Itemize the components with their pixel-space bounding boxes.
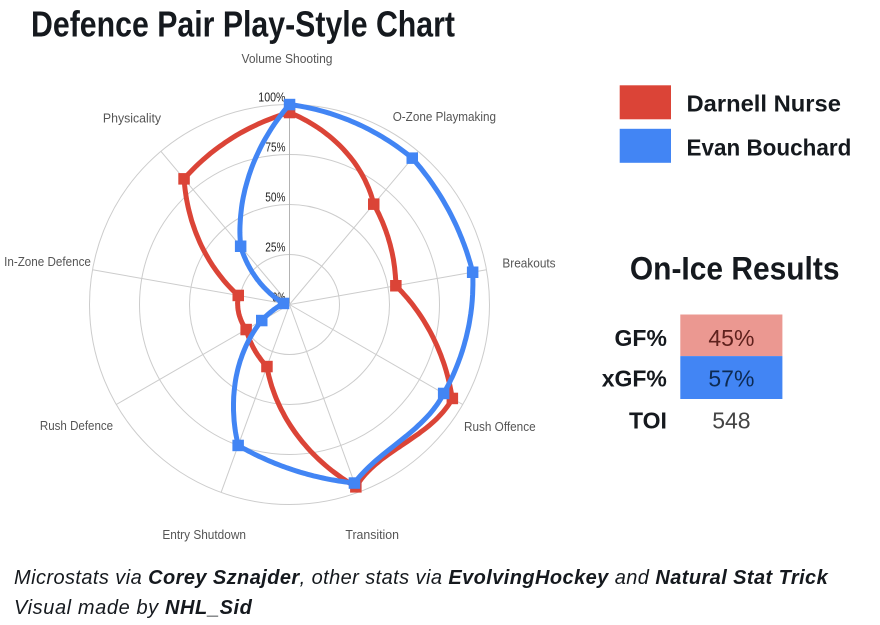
svg-text:Defence Pair Play-Style Chart: Defence Pair Play-Style Chart (31, 4, 455, 45)
svg-text:O-Zone Playmaking: O-Zone Playmaking (393, 110, 496, 124)
svg-text:xGF%: xGF% (602, 366, 667, 392)
svg-text:Rush Defence: Rush Defence (40, 419, 113, 433)
svg-text:Breakouts: Breakouts (502, 257, 555, 271)
svg-text:Darnell Nurse: Darnell Nurse (687, 90, 841, 116)
svg-text:Volume Shooting: Volume Shooting (242, 52, 333, 66)
svg-text:Physicality: Physicality (103, 112, 162, 126)
svg-text:GF%: GF% (615, 325, 667, 351)
svg-text:57%: 57% (708, 366, 754, 392)
svg-text:45%: 45% (708, 325, 754, 351)
svg-text:100%: 100% (258, 90, 286, 105)
svg-text:25%: 25% (265, 240, 286, 255)
svg-text:548: 548 (712, 408, 750, 434)
svg-text:Visual made by NHL_Sid: Visual made by NHL_Sid (14, 597, 253, 619)
svg-text:50%: 50% (265, 190, 286, 205)
svg-text:75%: 75% (266, 140, 286, 155)
svg-text:In-Zone Defence: In-Zone Defence (4, 255, 91, 269)
svg-text:Evan Bouchard: Evan Bouchard (687, 134, 852, 160)
svg-text:Rush Offence: Rush Offence (464, 420, 536, 434)
svg-text:Entry Shutdown: Entry Shutdown (162, 528, 246, 542)
svg-text:Transition: Transition (345, 528, 399, 542)
svg-text:On-Ice Results: On-Ice Results (630, 250, 840, 286)
svg-text:Microstats via Corey Sznajder,: Microstats via Corey Sznajder, other sta… (14, 567, 829, 589)
svg-text:TOI: TOI (629, 408, 667, 434)
